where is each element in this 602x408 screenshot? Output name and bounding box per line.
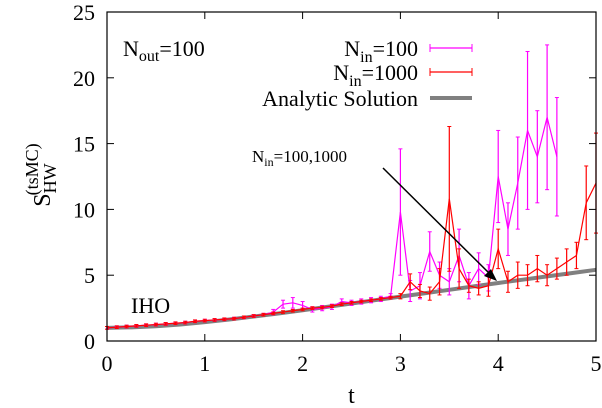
series-line-2 bbox=[107, 270, 596, 328]
series-1 bbox=[105, 126, 598, 329]
x-tick-label-5: 5 bbox=[591, 351, 602, 376]
x-tick-label-1: 1 bbox=[199, 351, 210, 376]
x-tick-label-0: 0 bbox=[102, 351, 113, 376]
x-tick-label-4: 4 bbox=[493, 351, 504, 376]
x-axis-label: t bbox=[348, 383, 355, 408]
y-axis-label-sub: HW bbox=[40, 163, 60, 193]
iho-annotation: IHO bbox=[131, 293, 170, 318]
y-axis-label-sup: (tsMC) bbox=[22, 143, 43, 195]
nout-main: N bbox=[123, 36, 139, 61]
arrow-label-sub: in bbox=[264, 155, 273, 169]
x-tick-label-3: 3 bbox=[395, 351, 406, 376]
nout-rest: =100 bbox=[159, 36, 204, 61]
arrow-label-rest: =100,1000 bbox=[274, 147, 347, 166]
y-tick-label-3: 15 bbox=[73, 132, 95, 157]
x-tick-label-2: 2 bbox=[297, 351, 308, 376]
svg-text:SHW(tsMC): SHW(tsMC) bbox=[22, 143, 60, 206]
series-line-1 bbox=[107, 183, 596, 328]
nout-annotation: Nout=100 bbox=[123, 36, 205, 65]
y-tick-label-1: 5 bbox=[84, 263, 95, 288]
series-2 bbox=[107, 270, 596, 328]
plot-frame bbox=[107, 12, 596, 341]
y-tick-label-2: 10 bbox=[73, 197, 95, 222]
arrow-label: Nin=100,1000 bbox=[252, 147, 347, 169]
y-axis-label: SHW(tsMC) bbox=[22, 143, 60, 206]
arrow-label-main: N bbox=[252, 147, 264, 166]
y-tick-label-4: 20 bbox=[73, 66, 95, 91]
y-tick-label-0: 0 bbox=[84, 329, 95, 354]
legend-label-2: Analytic Solution bbox=[262, 86, 418, 111]
y-tick-label-5: 25 bbox=[73, 0, 95, 25]
nout-sub: out bbox=[139, 48, 160, 65]
